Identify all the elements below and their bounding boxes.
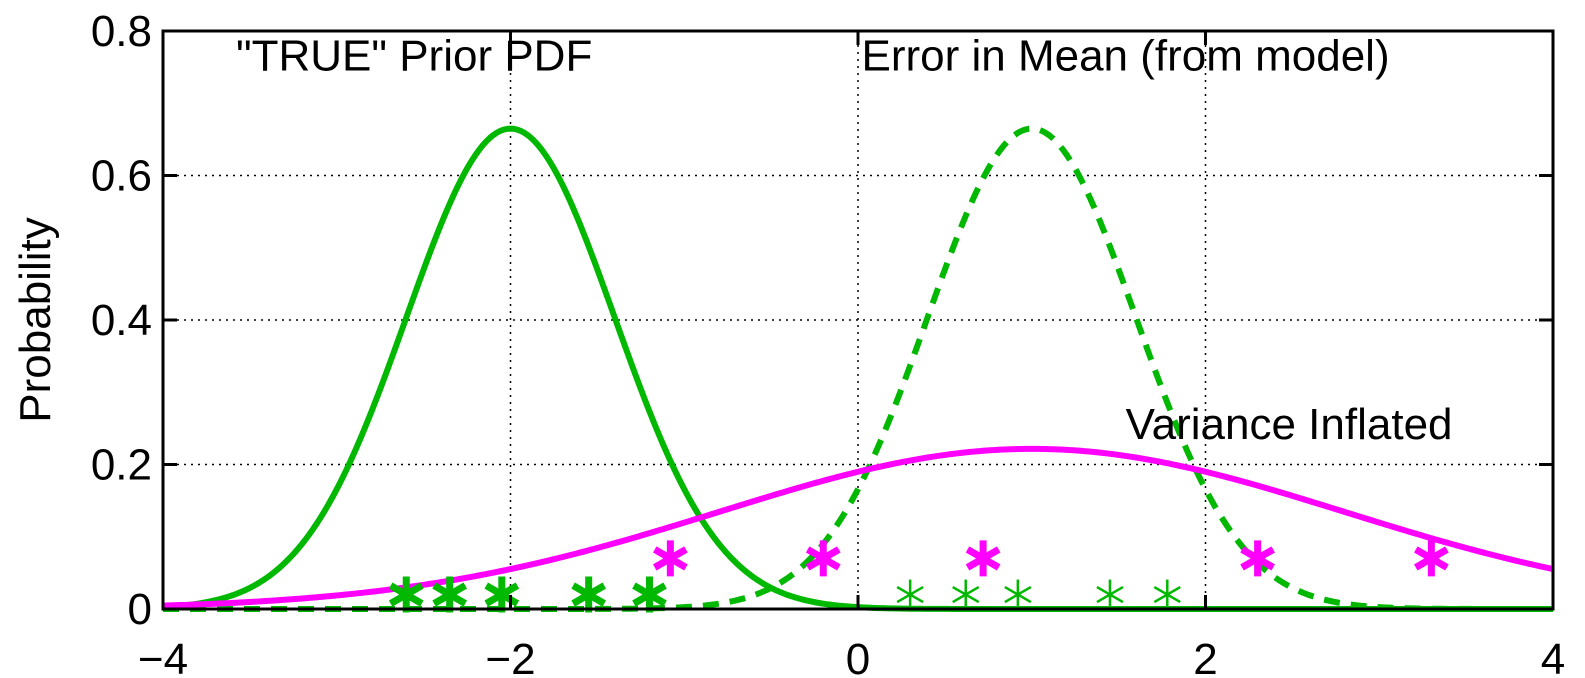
series-line-2: [162, 445, 1554, 609]
marker-green-thin: [1004, 579, 1032, 610]
marker-green-bold: [388, 576, 424, 613]
marker-magenta: [1414, 540, 1449, 577]
marker-magenta: [653, 540, 688, 577]
annotation-2: Variance Inflated: [1126, 400, 1453, 449]
marker-magenta: [1240, 540, 1275, 577]
tick-marks: [161, 29, 1555, 611]
marker-green-bold: [571, 576, 607, 613]
x-tick-label: −4: [138, 635, 188, 678]
x-tick-label: −2: [485, 635, 535, 678]
marker-green-bold: [484, 576, 520, 613]
x-tick-label: 4: [1541, 635, 1565, 678]
marker-green-thin: [896, 579, 924, 610]
marker-green-thin: [1153, 579, 1181, 610]
annotation-0: "TRUE" Prior PDF: [236, 32, 592, 81]
y-tick-label: 0.4: [91, 296, 152, 345]
x-tick-label: 2: [1193, 635, 1217, 678]
annotations: "TRUE" Prior PDF Error in Mean (from mode…: [236, 32, 1453, 449]
y-axis-label: Probability: [11, 217, 60, 422]
marker-green-bold: [432, 576, 468, 613]
grid-lines: [163, 31, 1553, 609]
marker-green-thin: [952, 579, 980, 610]
y-tick-label: 0.6: [91, 152, 152, 201]
marker-green-bold: [632, 576, 667, 613]
marker-magenta: [965, 540, 1001, 577]
y-tick-label: 0.2: [91, 441, 152, 490]
y-tick-label: 0.8: [91, 7, 152, 56]
annotation-1: Error in Mean (from model): [861, 32, 1389, 81]
tick-labels: −4 −2 0 2 4 0 0.2 0.4 0.6 0.8: [91, 7, 1565, 678]
x-tick-label: 0: [846, 635, 870, 678]
marker-magenta: [805, 540, 841, 577]
marker-green-thin: [1096, 579, 1124, 610]
markers: [388, 540, 1449, 613]
y-tick-label: 0: [128, 585, 152, 634]
